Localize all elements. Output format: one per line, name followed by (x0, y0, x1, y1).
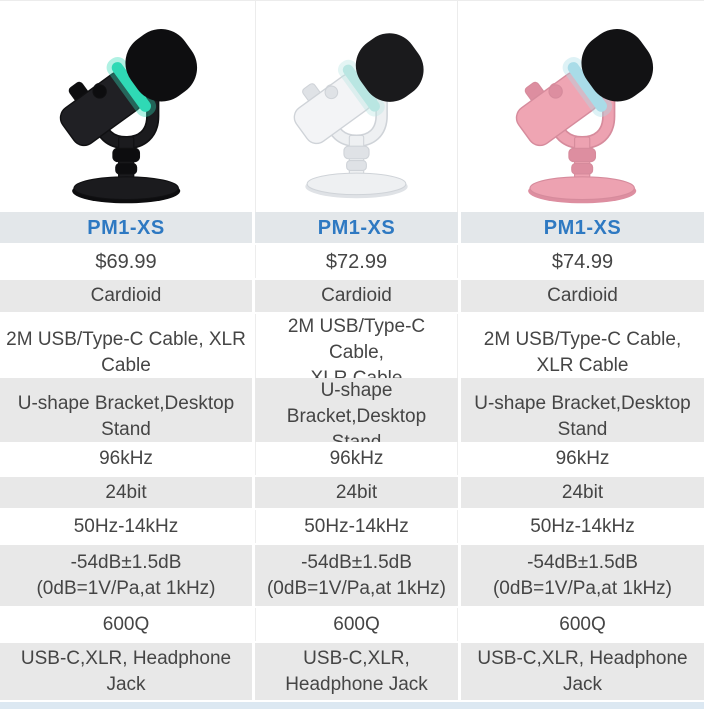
polar-pattern-value: Cardioid (461, 280, 704, 312)
io-row: USB-C,XLR, Headphone Jack USB-C,XLR, Hea… (0, 643, 704, 700)
product-link-white[interactable]: PM1-XS (317, 216, 396, 239)
polar-pattern-row: Cardioid Cardioid Cardioid (0, 280, 704, 312)
sample-rate-value: 96kHz (0, 442, 252, 475)
microphone-black-image (59, 29, 197, 204)
model-cell: PM1-XS (461, 212, 704, 243)
bit-depth-value: 24bit (461, 477, 704, 508)
product-image-pink[interactable] (461, 1, 704, 212)
io-value: USB-C,XLR, Headphone Jack (0, 643, 252, 700)
model-cell: PM1-XS (0, 212, 252, 243)
model-cell: PM1-XS (255, 212, 458, 243)
frequency-response-value: 50Hz-14kHz (0, 510, 252, 543)
next-row-partial-strip (0, 702, 704, 709)
sample-rate-row: 96kHz 96kHz 96kHz (0, 442, 704, 475)
impedance-row: 600Q 600Q 600Q (0, 608, 704, 641)
io-value: USB-C,XLR, Headphone Jack (255, 643, 458, 700)
polar-pattern-value: Cardioid (255, 280, 458, 312)
io-value: USB-C,XLR, Headphone Jack (461, 643, 704, 700)
product-link-pink[interactable]: PM1-XS (543, 216, 622, 239)
price-row: $69.99 $72.99 $74.99 (0, 245, 704, 278)
product-images-row (0, 0, 704, 212)
product-image-white[interactable] (255, 1, 458, 212)
sample-rate-value: 96kHz (461, 442, 704, 475)
bit-depth-value: 24bit (0, 477, 252, 508)
polar-pattern-value: Cardioid (0, 280, 252, 312)
sensitivity-value: -54dB±1.5dB (0dB=1V/Pa,at 1kHz) (0, 545, 252, 606)
impedance-value: 600Q (461, 608, 704, 641)
sensitivity-row: -54dB±1.5dB (0dB=1V/Pa,at 1kHz) -54dB±1.… (0, 545, 704, 606)
mount-row: U-shape Bracket,Desktop Stand U-shape Br… (0, 378, 704, 456)
price-value: $74.99 (461, 245, 704, 278)
bit-depth-row: 24bit 24bit 24bit (0, 477, 704, 508)
frequency-response-value: 50Hz-14kHz (461, 510, 704, 543)
product-link-black[interactable]: PM1-XS (87, 216, 165, 239)
microphone-pink-image (516, 29, 654, 204)
price-value: $69.99 (0, 245, 252, 278)
frequency-response-row: 50Hz-14kHz 50Hz-14kHz 50Hz-14kHz (0, 510, 704, 543)
frequency-response-value: 50Hz-14kHz (255, 510, 458, 543)
price-value: $72.99 (255, 245, 458, 278)
cable-row: 2M USB/Type-C Cable, XLR Cable 2M USB/Ty… (0, 314, 704, 392)
impedance-value: 600Q (0, 608, 252, 641)
sensitivity-value: -54dB±1.5dB (0dB=1V/Pa,at 1kHz) (461, 545, 704, 606)
impedance-value: 600Q (255, 608, 458, 641)
comparison-table: PM1-XS PM1-XS PM1-XS $69.99 $72.99 $74.9… (0, 212, 704, 709)
sample-rate-value: 96kHz (255, 442, 458, 475)
sensitivity-value: -54dB±1.5dB (0dB=1V/Pa,at 1kHz) (255, 545, 458, 606)
bit-depth-value: 24bit (255, 477, 458, 508)
microphone-white-image (293, 33, 424, 199)
product-image-black[interactable] (0, 1, 252, 212)
model-row: PM1-XS PM1-XS PM1-XS (0, 212, 704, 243)
